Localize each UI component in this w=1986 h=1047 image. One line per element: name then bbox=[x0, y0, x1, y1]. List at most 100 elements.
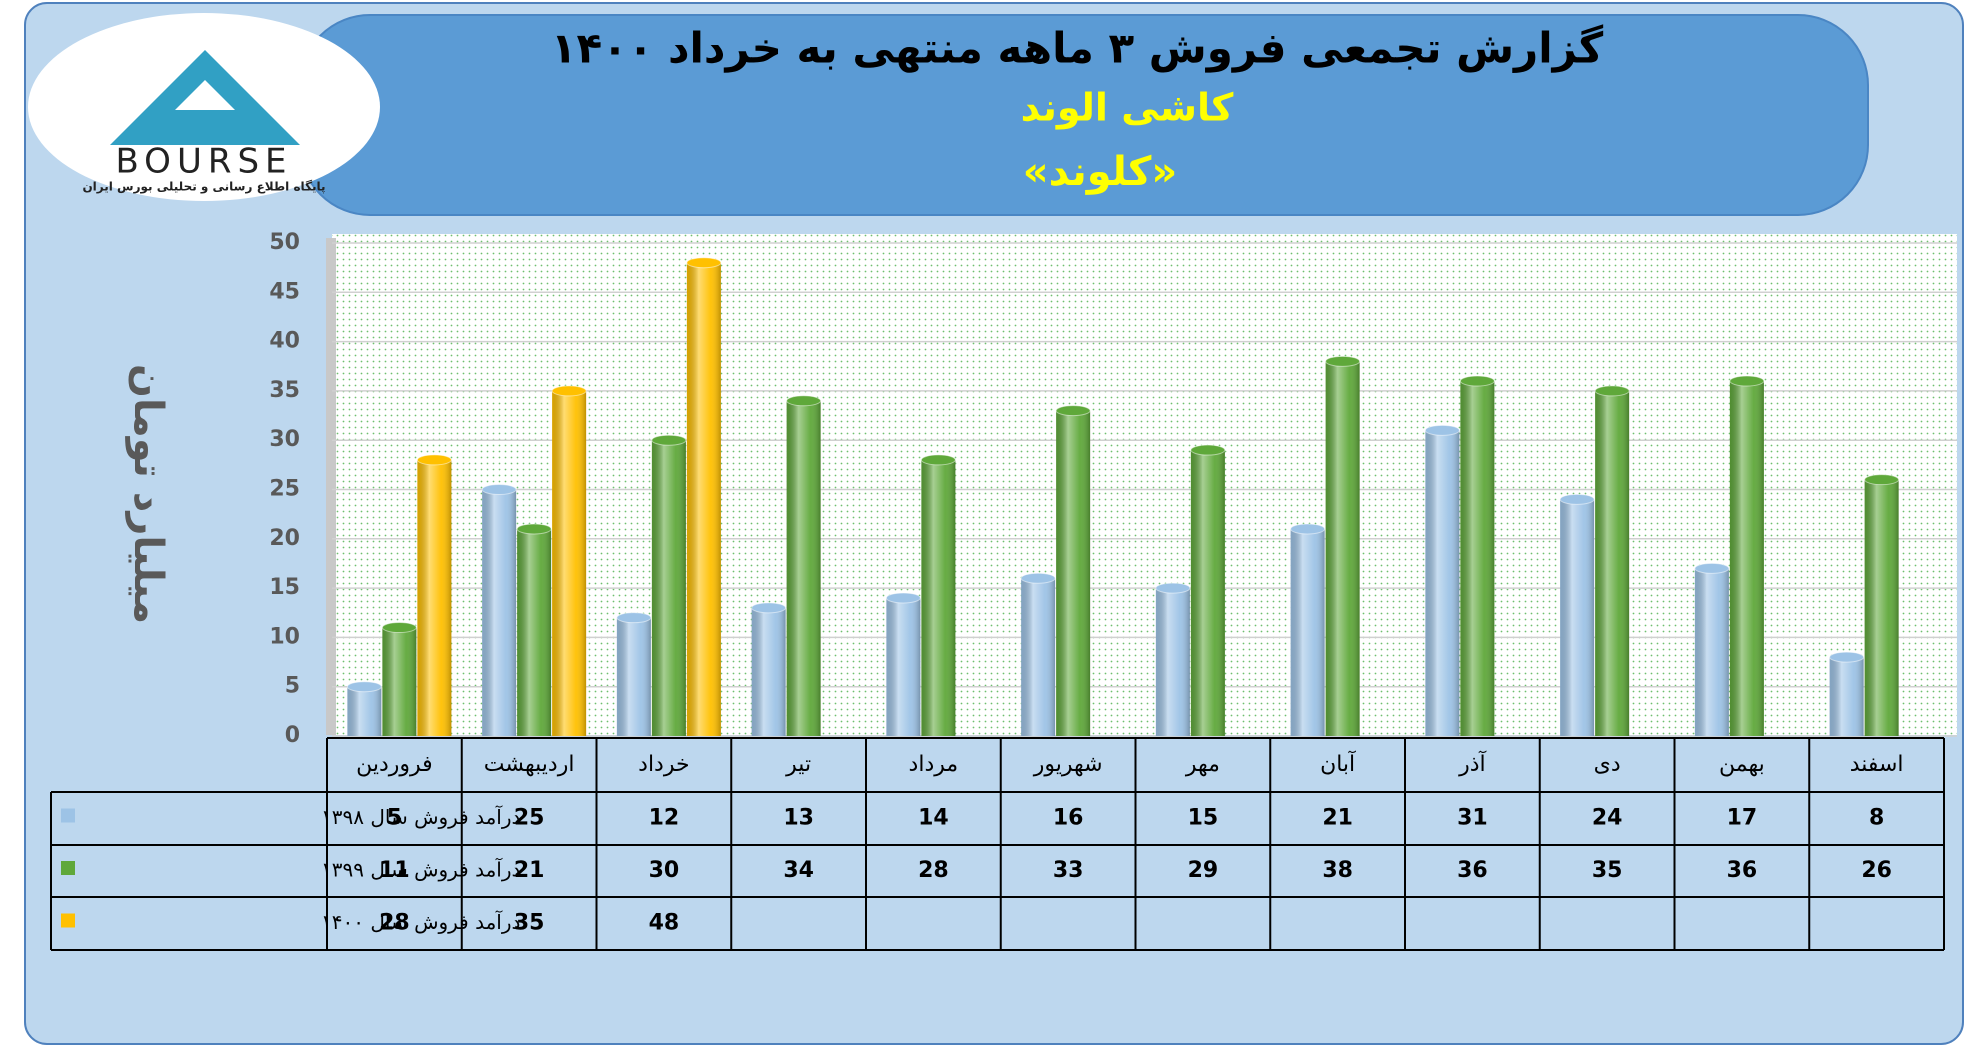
x-tick-label: اردیبهشت bbox=[484, 752, 575, 777]
chart-subtitle: کاشی الوند bbox=[1021, 86, 1235, 130]
bar-top bbox=[1694, 562, 1730, 574]
table-value: 29 bbox=[1188, 858, 1219, 883]
legend-label: درآمد فروش سال ۱۳۹۸ bbox=[321, 804, 520, 829]
legend-swatch bbox=[61, 808, 75, 823]
y-tick-label: 50 bbox=[269, 230, 300, 255]
table-value: 25 bbox=[514, 806, 545, 831]
table-value: 31 bbox=[1457, 806, 1488, 831]
bar-top bbox=[551, 385, 587, 397]
table-value: 21 bbox=[1322, 806, 1353, 831]
table-value: 33 bbox=[1053, 858, 1084, 883]
bar-top bbox=[1290, 523, 1326, 535]
bar-shine bbox=[886, 597, 921, 736]
x-tick-label: مهر bbox=[1185, 752, 1220, 777]
bar-top bbox=[1424, 424, 1460, 436]
bar-top bbox=[516, 523, 552, 535]
table-value: 36 bbox=[1727, 858, 1758, 883]
bar-shine bbox=[1729, 381, 1764, 736]
legend-swatch bbox=[61, 913, 75, 928]
legend-swatch bbox=[61, 861, 75, 875]
bar-top bbox=[786, 395, 822, 407]
table-value: 15 bbox=[1188, 806, 1219, 831]
bar-top bbox=[1020, 572, 1056, 584]
bar-shine bbox=[786, 400, 821, 736]
chart-title: گزارش تجمعی فروش ۳ ماهه منتهی به خرداد ۱… bbox=[551, 24, 1604, 74]
y-tick-label: 30 bbox=[269, 427, 300, 452]
bar-top bbox=[1594, 385, 1630, 397]
bar-shine bbox=[616, 617, 651, 736]
table-value: 5 bbox=[387, 806, 402, 831]
y-tick-label: 25 bbox=[269, 477, 300, 502]
table-value: 48 bbox=[649, 911, 680, 936]
table-value: 34 bbox=[783, 858, 814, 883]
bar-shine bbox=[651, 440, 686, 736]
bar-top bbox=[651, 434, 687, 446]
table-value: 8 bbox=[1869, 806, 1884, 831]
bar-shine bbox=[1460, 381, 1495, 736]
x-tick-label: شهریور bbox=[1033, 752, 1103, 777]
bar-top bbox=[1190, 444, 1226, 456]
x-tick-label: آبان bbox=[1320, 750, 1356, 777]
y-tick-label: 15 bbox=[269, 575, 300, 600]
bar-top bbox=[920, 454, 956, 466]
table-value: 30 bbox=[649, 858, 680, 883]
y-tick-label: 35 bbox=[269, 378, 300, 403]
x-tick-label: دی bbox=[1594, 752, 1621, 777]
table-value: 12 bbox=[649, 806, 680, 831]
bar-top bbox=[686, 257, 722, 269]
y-tick-label: 10 bbox=[269, 624, 300, 649]
bar-shine bbox=[1864, 479, 1899, 736]
bar-top bbox=[1055, 405, 1091, 417]
bar-shine bbox=[482, 489, 517, 736]
y-tick-label: 45 bbox=[269, 279, 300, 304]
table-value: 11 bbox=[379, 858, 410, 883]
bar-shine bbox=[1155, 588, 1190, 736]
y-tick-label: 0 bbox=[285, 723, 300, 748]
x-tick-label: خرداد bbox=[638, 752, 689, 777]
y-tick-label: 20 bbox=[269, 526, 300, 551]
table-value: 21 bbox=[514, 858, 545, 883]
table-value: 36 bbox=[1457, 858, 1488, 883]
bar-shine bbox=[1425, 430, 1460, 736]
table-value: 16 bbox=[1053, 806, 1084, 831]
bar-top bbox=[1459, 375, 1495, 387]
bar-shine bbox=[1694, 568, 1729, 736]
bar-top bbox=[416, 454, 452, 466]
chart-symbol: «کلوند» bbox=[1023, 149, 1177, 195]
bar-shine bbox=[1190, 450, 1225, 736]
bar-shine bbox=[751, 607, 786, 736]
table-value: 28 bbox=[379, 911, 410, 936]
y-axis-label: میلیارد تومان bbox=[125, 364, 171, 624]
bar-shine bbox=[1560, 499, 1595, 736]
bar-top bbox=[1729, 375, 1765, 387]
x-tick-label: آذر bbox=[1458, 750, 1486, 777]
bar-top bbox=[1829, 651, 1865, 663]
bar-shine bbox=[1595, 390, 1630, 736]
bar-top bbox=[1559, 493, 1595, 505]
plot-area bbox=[332, 234, 1957, 735]
bar-top bbox=[346, 681, 382, 693]
y-tick-label: 5 bbox=[285, 674, 300, 699]
table-value: 14 bbox=[918, 806, 949, 831]
legend-label: درآمد فروش سال ۱۳۹۹ bbox=[321, 857, 520, 882]
bar-top bbox=[1325, 355, 1361, 367]
bar-top bbox=[885, 592, 921, 604]
bar-shine bbox=[382, 627, 417, 736]
table-value: 24 bbox=[1592, 806, 1623, 831]
bar-shine bbox=[1056, 410, 1091, 736]
legend-label: درآمد فروش سال ۱۴۰۰ bbox=[321, 909, 520, 934]
x-tick-label: تیر bbox=[785, 752, 811, 777]
x-tick-label: فروردین bbox=[356, 752, 433, 777]
table-value: 13 bbox=[783, 806, 814, 831]
x-tick-label: اسفند bbox=[1850, 752, 1904, 777]
bar-shine bbox=[921, 459, 956, 736]
bar-shine bbox=[686, 262, 721, 736]
bar-shine bbox=[1290, 528, 1325, 736]
bar-top bbox=[481, 484, 517, 495]
bar-top bbox=[381, 622, 417, 634]
bar-top bbox=[751, 602, 787, 614]
table-value: 35 bbox=[1592, 858, 1623, 883]
table-value: 35 bbox=[514, 911, 545, 936]
